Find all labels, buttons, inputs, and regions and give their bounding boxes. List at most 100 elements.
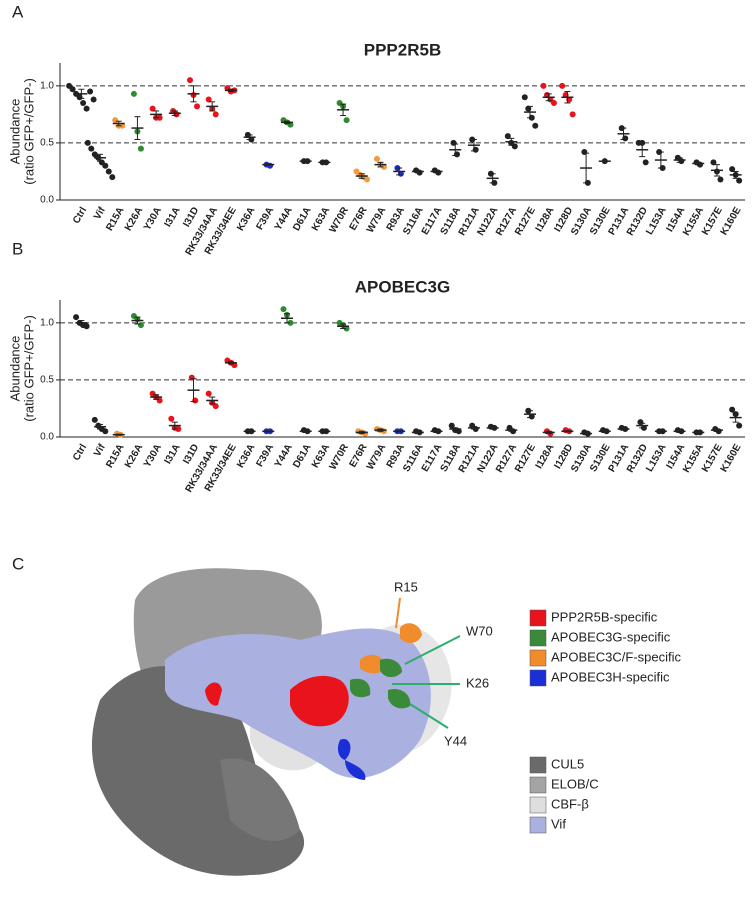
legend-label: Vif xyxy=(551,816,566,831)
y-tick-label: 1.0 xyxy=(40,80,54,91)
data-point xyxy=(343,325,350,332)
data-point xyxy=(73,314,80,321)
x-tick-label: W70R xyxy=(328,442,352,472)
residue-label: R15 xyxy=(394,579,418,594)
data-point xyxy=(729,166,736,173)
x-tick-label: Ctrl xyxy=(71,205,89,226)
y-tick-label: 0.0 xyxy=(40,432,54,443)
x-tick-label: K26A xyxy=(123,205,145,233)
data-point xyxy=(364,176,371,183)
y-tick-label: 1.0 xyxy=(40,317,54,328)
data-point xyxy=(87,88,94,95)
data-point xyxy=(194,103,201,110)
data-point xyxy=(102,428,109,435)
legend-swatch xyxy=(529,669,547,687)
data-point xyxy=(88,145,95,152)
panel-label: A xyxy=(12,2,24,21)
chart-title: APOBEC3G xyxy=(355,277,450,296)
data-point xyxy=(710,159,717,166)
data-point xyxy=(212,111,219,118)
y-tick-label: 0.0 xyxy=(40,195,54,206)
data-point xyxy=(112,117,119,124)
x-tick-label: W79A xyxy=(365,205,388,235)
data-point xyxy=(212,403,219,410)
x-tick-label: Vif xyxy=(92,205,108,222)
data-point xyxy=(205,96,212,103)
data-point xyxy=(380,163,387,170)
y-axis-label: Abundance xyxy=(7,336,22,402)
y-tick-label: 0.5 xyxy=(40,375,54,386)
data-point xyxy=(83,105,90,112)
x-tick-label: K36A xyxy=(235,442,257,470)
residue-label: K26 xyxy=(466,675,489,690)
x-tick-label: Y30A xyxy=(142,205,164,232)
y-axis-label: (ratio GFP+/GFP-) xyxy=(21,78,36,185)
chart-title: PPP2R5B xyxy=(364,40,441,59)
y-tick-label: 0.5 xyxy=(40,138,54,149)
panel-label: C xyxy=(12,554,24,573)
residue-label: W70 xyxy=(466,623,493,638)
x-tick-label: I31A xyxy=(163,205,183,229)
legend-label: APOBEC3C/F-specific xyxy=(551,649,682,664)
x-tick-label: R15A xyxy=(104,205,126,233)
data-point xyxy=(137,322,144,329)
residue-label: Y44 xyxy=(444,733,467,748)
legend-swatch xyxy=(529,629,547,647)
x-tick-label: K26A xyxy=(123,442,145,470)
data-point xyxy=(569,111,576,118)
data-point xyxy=(642,159,649,166)
y-axis-label: (ratio GFP+/GFP-) xyxy=(21,315,36,422)
data-point xyxy=(156,114,163,121)
data-point xyxy=(550,99,557,106)
data-point xyxy=(205,390,212,397)
y-axis-label: Abundance xyxy=(7,99,22,165)
legend-swatch xyxy=(529,756,547,774)
data-point xyxy=(119,122,126,129)
legend-label: APOBEC3H-specific xyxy=(551,669,670,684)
data-point xyxy=(109,174,116,181)
x-tick-label: W70R xyxy=(328,205,352,235)
legend-swatch xyxy=(529,776,547,794)
legend-label: APOBEC3G-specific xyxy=(551,629,671,644)
legend-swatch xyxy=(529,609,547,627)
data-point xyxy=(280,306,287,313)
data-point xyxy=(83,323,90,330)
legend-label: PPP2R5B-specific xyxy=(551,609,658,624)
panel-label: B xyxy=(12,239,23,258)
x-tick-label: W79A xyxy=(365,442,388,472)
x-tick-label: Y30A xyxy=(142,442,164,469)
data-point xyxy=(175,426,182,433)
data-point xyxy=(105,168,112,175)
data-point xyxy=(156,397,163,404)
x-tick-label: K36A xyxy=(235,205,257,233)
data-point xyxy=(511,143,518,150)
data-point xyxy=(90,96,97,103)
x-tick-label: Ctrl xyxy=(71,442,89,463)
legend-label: CBF-β xyxy=(551,796,589,811)
legend-label: ELOB/C xyxy=(551,776,599,791)
data-point xyxy=(69,86,76,93)
x-tick-label: Vif xyxy=(92,442,108,459)
data-point xyxy=(373,155,380,162)
data-point xyxy=(521,94,528,101)
structure-image: R15 W70 K26 Y44 xyxy=(91,568,493,876)
data-point xyxy=(448,422,455,429)
data-point xyxy=(729,406,736,413)
data-point xyxy=(80,99,87,106)
data-point xyxy=(130,90,137,97)
data-point xyxy=(102,162,109,169)
legend-swatch xyxy=(529,649,547,667)
data-point xyxy=(168,415,175,422)
legend-label: CUL5 xyxy=(551,756,584,771)
x-tick-label: D61A xyxy=(291,205,313,233)
data-point xyxy=(343,117,350,124)
data-point xyxy=(91,416,98,423)
data-point xyxy=(532,122,539,129)
data-point xyxy=(540,82,547,89)
data-point xyxy=(287,319,294,326)
data-point xyxy=(149,105,156,112)
data-point xyxy=(187,77,194,84)
data-point xyxy=(736,422,743,429)
data-point xyxy=(559,82,566,89)
